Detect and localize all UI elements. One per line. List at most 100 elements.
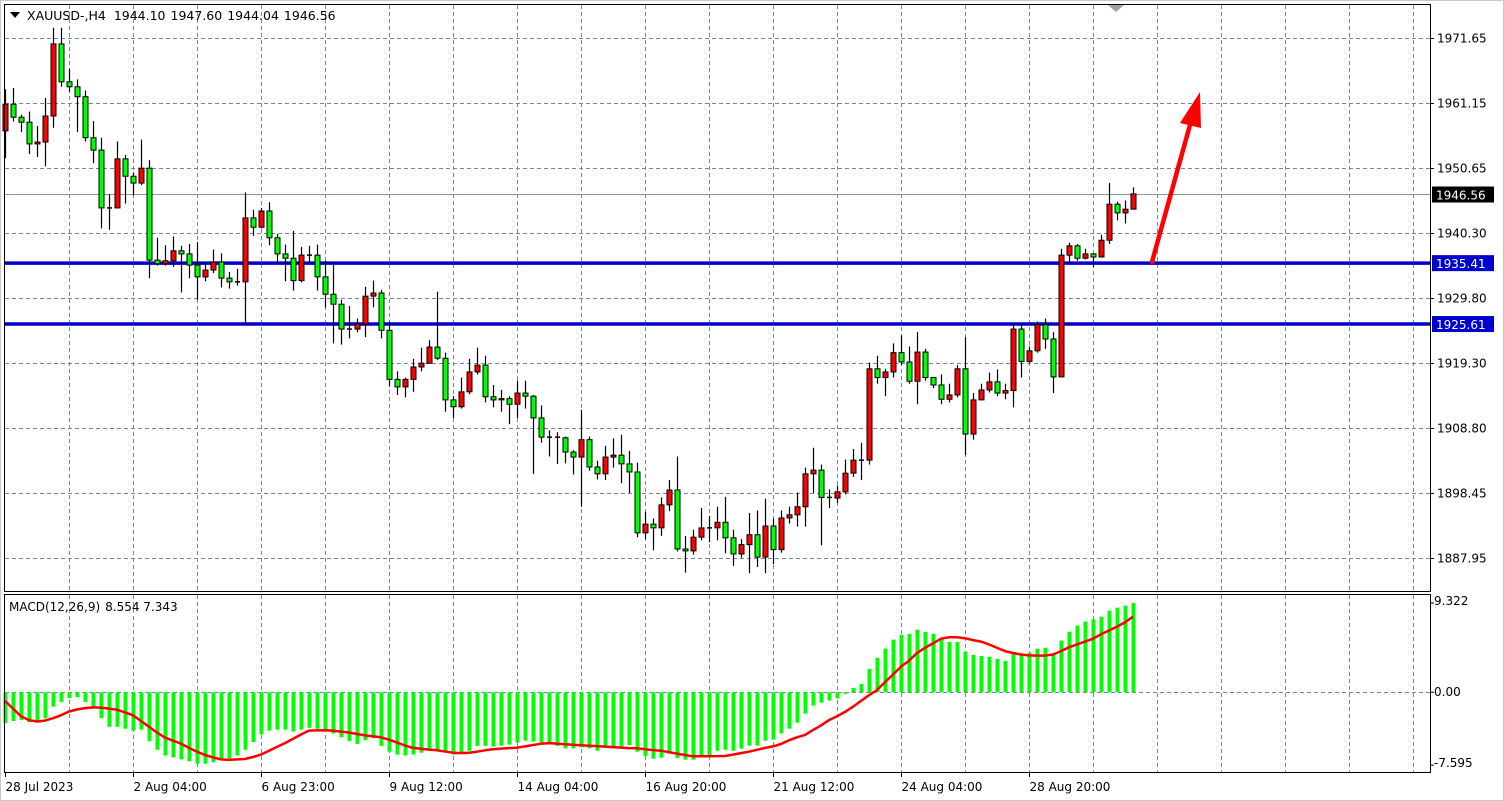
macd-histogram-bar	[715, 692, 720, 751]
horizontal-level-label: 1925.61	[1436, 318, 1486, 332]
macd-histogram-bar	[707, 692, 712, 756]
macd-histogram-bar	[195, 692, 200, 764]
macd-histogram-bar	[787, 692, 792, 729]
candle	[1058, 248, 1065, 378]
chart-shift-marker-icon[interactable]	[1108, 5, 1124, 12]
candle	[266, 202, 273, 246]
candle	[386, 321, 393, 387]
candle-body	[162, 260, 169, 265]
candle-body	[666, 489, 673, 506]
macd-histogram-bar	[491, 692, 496, 747]
candle	[555, 432, 560, 464]
macd-histogram-bar	[923, 631, 928, 693]
candle	[66, 68, 73, 92]
candle-body	[762, 525, 769, 558]
candle	[954, 365, 961, 398]
candle	[218, 253, 225, 288]
candle	[1026, 346, 1033, 364]
candle	[98, 137, 105, 229]
candle	[538, 405, 545, 443]
candle-body	[298, 254, 305, 282]
candle	[282, 244, 289, 282]
macd-histogram-bar	[451, 692, 456, 755]
macd-histogram-bar	[1131, 603, 1136, 693]
macd-histogram-bar	[763, 692, 768, 741]
macd-histogram-bar	[795, 692, 800, 723]
macd-histogram-bar	[563, 692, 568, 749]
candle	[794, 492, 801, 527]
candle	[474, 347, 481, 375]
candle	[922, 348, 929, 381]
candle	[202, 261, 209, 282]
trend-arrow[interactable]	[1149, 92, 1201, 265]
candle	[394, 371, 401, 395]
macd-histogram-bar	[171, 692, 176, 758]
header-close: 1946.56	[284, 8, 336, 23]
macd-histogram-bar	[211, 692, 216, 763]
candle	[866, 362, 873, 465]
trend-arrow-shaft[interactable]	[1149, 122, 1193, 265]
candle-body	[1058, 254, 1065, 378]
macd-histogram-bar	[203, 692, 208, 764]
macd-histogram-bar	[539, 692, 544, 743]
candle	[250, 209, 257, 236]
macd-histogram-bar	[139, 692, 144, 730]
candle	[194, 242, 201, 300]
candle	[442, 352, 449, 412]
candle-body	[674, 489, 681, 550]
candle	[970, 393, 977, 440]
horizontal-levels[interactable]: 1946.56 1935.41 1925.61	[5, 186, 1494, 333]
candle	[682, 535, 689, 573]
candle	[610, 438, 617, 468]
candle	[154, 237, 161, 266]
candle	[802, 467, 809, 527]
candle	[50, 27, 57, 128]
candle	[874, 355, 881, 384]
candle	[18, 114, 25, 133]
macd-histogram-bar	[987, 656, 992, 693]
candle	[890, 343, 897, 378]
horizontal-level-badge	[1432, 255, 1494, 272]
macd-histogram-bar	[635, 692, 640, 752]
candle-body	[490, 396, 497, 401]
macd-histogram-bar	[243, 692, 248, 750]
candle	[650, 518, 657, 551]
candle-body	[834, 491, 841, 499]
macd-histogram-bar	[427, 692, 432, 751]
macd-histogram-bar	[499, 692, 504, 746]
candle-body	[250, 217, 257, 228]
macd-histogram-bar	[227, 692, 232, 759]
candle	[634, 462, 641, 538]
triangle-down-icon[interactable]	[10, 12, 20, 18]
macd-histogram-bar	[155, 692, 160, 750]
macd-histogram-bar	[179, 692, 184, 760]
arrow-up-icon[interactable]	[1180, 92, 1201, 128]
macd-histogram-bar	[363, 692, 368, 741]
macd-histogram-bar	[35, 692, 40, 722]
candle-body	[922, 351, 929, 379]
macd-histogram-bar	[827, 692, 832, 701]
price-tick-label: 1961.15	[1437, 97, 1487, 111]
macd-histogram-bar	[411, 692, 416, 755]
candle-body	[1090, 253, 1097, 258]
candle-body	[730, 537, 737, 555]
candle	[562, 436, 569, 464]
candle	[818, 464, 825, 546]
price-tick-label: 1919.30	[1437, 357, 1487, 371]
macd-histogram-bar	[595, 692, 600, 751]
candle-body	[66, 81, 73, 88]
candle	[930, 377, 937, 389]
candle	[1018, 324, 1025, 378]
candle-body	[1042, 324, 1049, 340]
macd-histogram-bar	[579, 692, 584, 748]
macd-histogram-bar	[99, 692, 104, 719]
candle-body	[450, 399, 457, 408]
candle	[898, 335, 905, 366]
candle-body	[1074, 245, 1081, 259]
candle	[1050, 332, 1057, 394]
macd-histogram-bar	[627, 692, 632, 745]
macd-histogram-bar	[979, 655, 984, 693]
macd-histogram-bar	[91, 692, 96, 708]
macd-histogram-bar	[875, 657, 880, 693]
